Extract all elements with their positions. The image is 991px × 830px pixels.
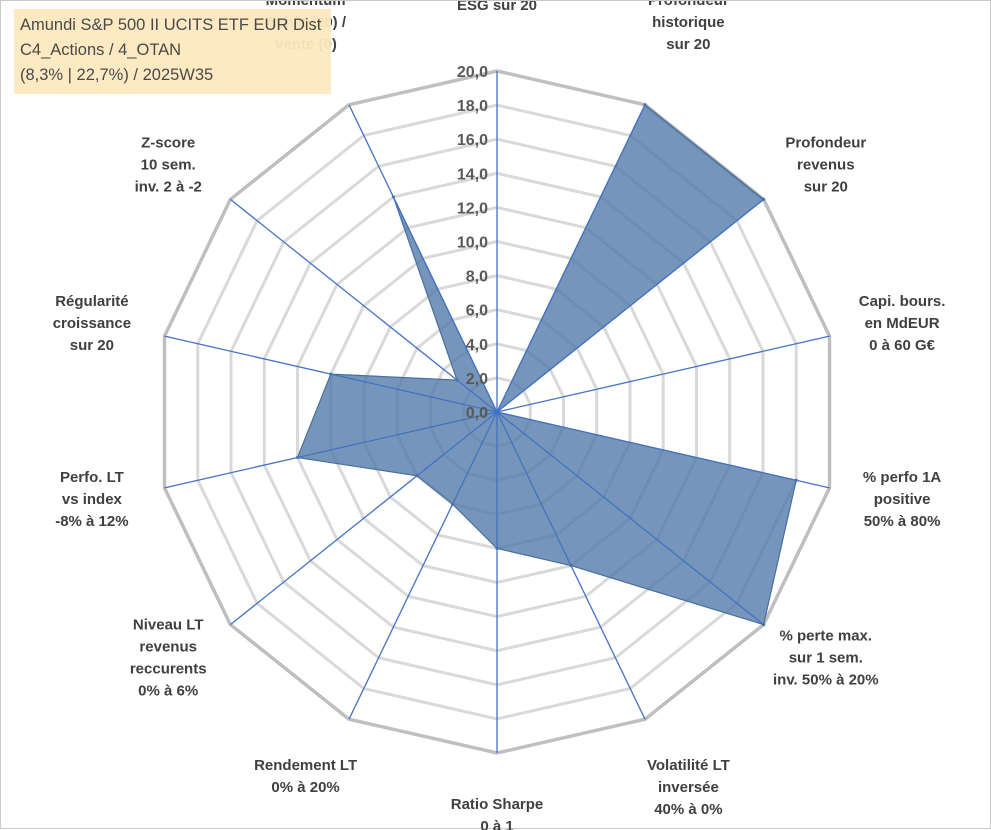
axis-label: Volatilité LT inversée 40% à 0% [647,757,730,818]
axis-label-line: Niveau LT [133,616,204,633]
axis-label-line: en MdEUR [865,315,940,332]
axis-label: Régularité croissance sur 20 [53,293,131,354]
chart-title-line-3: (8,3% | 22,7%) / 2025W35 [20,66,214,84]
axis-label: Perfo. LT vs index -8% à 12% [55,469,128,530]
tick-label: 16,0 [457,132,488,149]
axis-label: Z-score 10 sem. inv. 2 à -2 [135,135,202,196]
axis-label-line: -8% à 12% [55,513,128,530]
tick-label: 4,0 [466,337,488,354]
axis-label-line: Profondeur [785,135,866,152]
axis-label-line: ESG sur 20 [457,1,537,14]
axis-spoke [496,411,765,626]
axis-spoke [496,335,830,413]
axis-label-line: % perte max. [780,627,873,644]
axis-label-line: 0% à 20% [271,779,339,796]
axis-spoke [164,411,498,489]
tick-label: 12,0 [457,200,488,217]
tick-label: 10,0 [457,235,488,252]
axis-label: Rendement LT 0% à 20% [254,757,357,796]
axis-label-line: 50% à 80% [864,513,941,530]
axis-label: Profondeur revenus sur 20 [785,135,866,196]
axis-label-line: inv. 2 à -2 [135,179,202,196]
axis-label-line: inv. 50% à 20% [773,671,879,688]
axis-label-line: sur 20 [666,36,710,53]
tick-label: 0,0 [466,405,488,422]
chart-title-line-1: Amundi S&P 500 II UCITS ETF EUR Dist [20,16,322,34]
tick-label: 6,0 [466,303,488,320]
chart-title-line-2: C4_Actions / 4_OTAN [20,41,182,59]
axis-label: Profondeur historique sur 20 [648,1,729,53]
axis-label-line: sur 20 [804,179,848,196]
axis-label-line: reccurents [130,660,207,677]
axis-label-line: sur 20 [70,337,114,354]
tick-layer: 0,0 2,0 4,0 6,0 8,0 10,0 12,0 14,0 16,0 18,0 20,0 [457,64,488,422]
axis-spoke [496,104,646,413]
tick-label: 8,0 [466,269,488,286]
axis-label: Niveau LT revenus reccurents 0% à 6% [130,616,207,699]
axis-label-line: % perfo 1A [863,469,942,486]
axis-label-line: croissance [53,315,131,332]
axis-label-line: sur 1 sem. [789,649,863,666]
axis-label: % perte max. sur 1 sem. inv. 50% à 20% [773,627,879,688]
tick-label: 18,0 [457,98,488,115]
tick-label: 2,0 [466,371,488,388]
axis-label-line: Volatilité LT [647,757,730,774]
axis-label-line: Perfo. LT [60,469,124,486]
axis-label-line: 10 sem. [141,157,196,174]
axis-spoke [496,198,765,413]
axis-spoke [348,104,498,413]
spoke-layer [164,71,830,753]
axis-label-line: revenus [139,638,197,655]
label-layer: NoteESG sur 20 Profondeur historique sur 20… [53,1,946,830]
axis-label-line: Capi. bours. [859,293,946,310]
axis-label-line: 40% à 0% [654,801,722,818]
axis-spoke [164,335,498,413]
axis-label-line: 0 à 60 G€ [869,337,936,354]
axis-label: NoteESG sur 20 [457,1,537,14]
tick-label: 20,0 [457,64,488,81]
axis-label-line: 0% à 6% [138,682,198,699]
axis-label-line: Rendement LT [254,757,357,774]
axis-label-line: Momentum [266,1,346,9]
axis-spoke [496,411,646,720]
axis-label-line: Régularité [55,293,128,310]
axis-label-line: Profondeur [648,1,729,9]
axis-label-line: positive [874,491,931,508]
axis-label-line: Z-score [141,135,195,152]
axis-label-line: vs index [62,491,123,508]
tick-label: 14,0 [457,166,488,183]
axis-spoke [348,411,498,720]
axis-label-line: 0 à 1 [480,818,513,830]
axis-label-line: Ratio Sharpe [451,796,544,813]
axis-spoke [229,411,498,626]
axis-label-line: revenus [797,157,855,174]
chart-title-box: Amundi S&P 500 II UCITS ETF EUR Dist C4_… [14,9,331,94]
axis-spoke [229,198,498,413]
axis-label-line: historique [652,14,725,31]
axis-label: % perfo 1A positive 50% à 80% [863,469,942,530]
axis-spoke [496,411,830,489]
axis-label: Capi. bours. en MdEUR 0 à 60 G€ [859,293,946,354]
axis-label-line: inversée [658,779,719,796]
axis-label: Ratio Sharpe 0 à 1 [451,796,544,830]
